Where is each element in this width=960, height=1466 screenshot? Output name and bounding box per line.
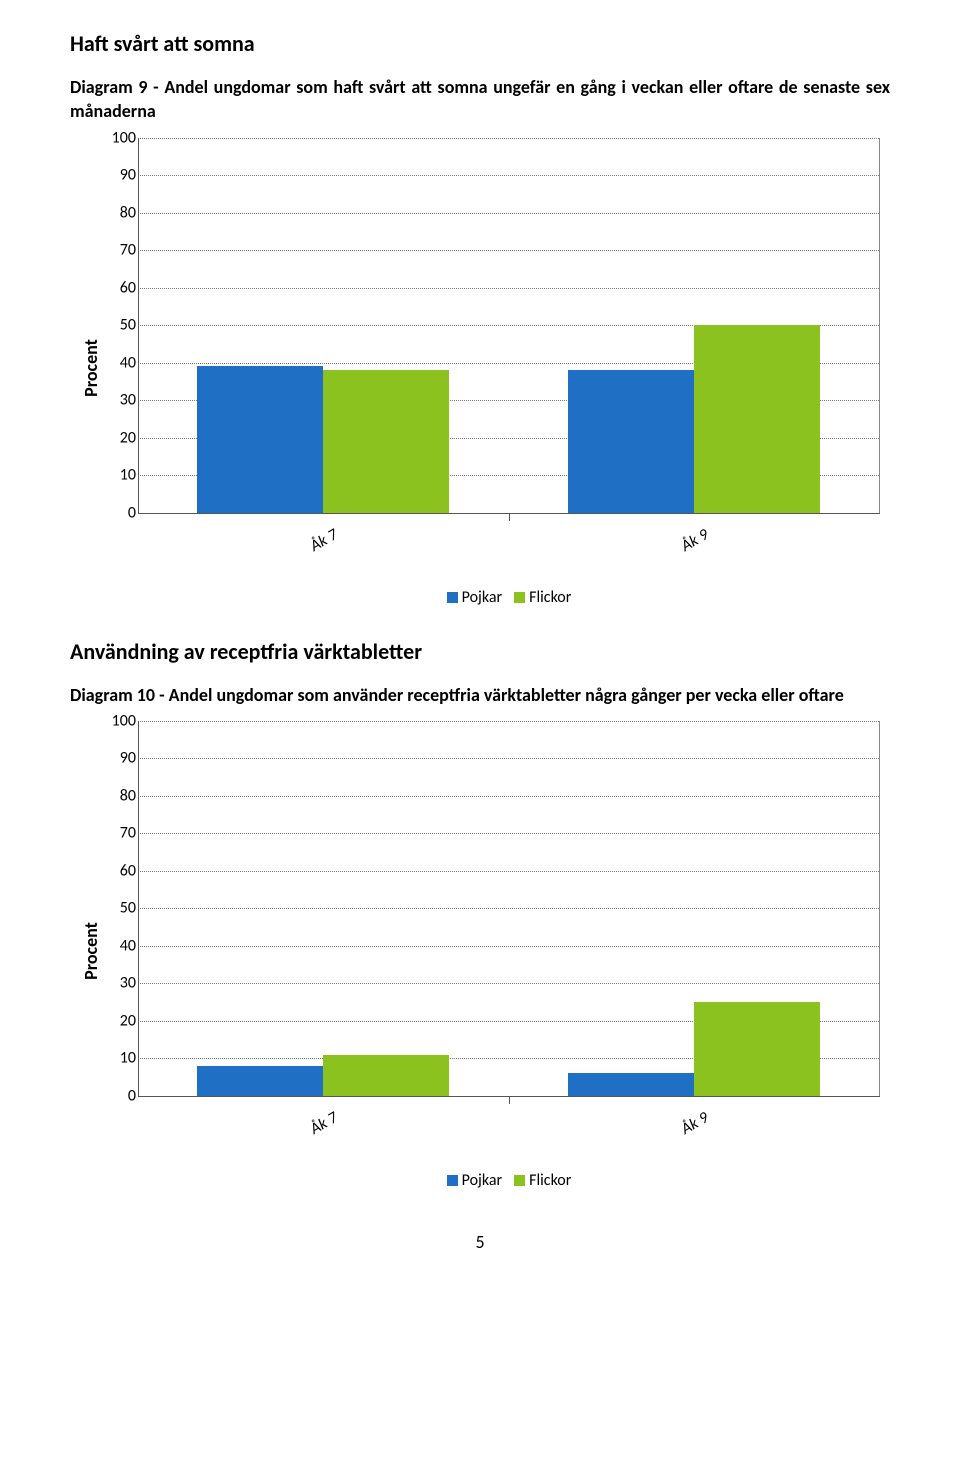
y-axis (138, 138, 139, 513)
gridline (138, 288, 879, 289)
page-number: 5 (70, 1231, 890, 1253)
ytick-label: 80 (110, 786, 136, 805)
ytick-label: 100 (110, 711, 136, 730)
legend-label: Pojkar (462, 588, 502, 607)
legend-item: Pojkar (447, 1171, 502, 1190)
ytick-label: 0 (110, 1086, 136, 1105)
bar-pojkar (568, 1073, 694, 1096)
gridline (138, 796, 879, 797)
xcat-label: Åk 9 (678, 525, 712, 556)
gridline (138, 175, 879, 176)
legend-label: Flickor (529, 588, 571, 607)
gridline (138, 983, 879, 984)
legend-item: Pojkar (447, 588, 502, 607)
y-axis (138, 721, 139, 1096)
legend-swatch (447, 1175, 458, 1186)
legend-label: Flickor (529, 1171, 571, 1190)
legend-swatch (514, 592, 525, 603)
ytick-label: 50 (110, 899, 136, 918)
gridline (138, 946, 879, 947)
x-mid-tick (509, 1096, 510, 1104)
ytick-label: 20 (110, 428, 136, 447)
legend-swatch (447, 592, 458, 603)
ytick-label: 80 (110, 203, 136, 222)
bar-flickor (323, 370, 449, 513)
ytick-label: 60 (110, 278, 136, 297)
bar-pojkar (568, 370, 694, 513)
gridline (138, 758, 879, 759)
plot-area (138, 138, 880, 513)
ytick-label: 10 (110, 1049, 136, 1068)
xcat-label: Åk 7 (307, 1108, 341, 1139)
xcat-label: Åk 7 (307, 525, 341, 556)
plot-area (138, 721, 880, 1096)
legend-item: Flickor (514, 1171, 571, 1190)
ytick-label: 90 (110, 749, 136, 768)
section2-title: Användning av receptfria värktabletter (70, 638, 890, 665)
ytick-label: 70 (110, 824, 136, 843)
gridline (138, 138, 879, 139)
chart-1: Procent 0 10 20 30 40 50 60 70 80 90 100 Åk 7 Åk 9 Po… (70, 128, 890, 608)
chart2-ylabel: Procent (80, 922, 102, 980)
legend-label: Pojkar (462, 1171, 502, 1190)
bar-flickor (694, 1002, 820, 1096)
legend: Pojkar Flickor (138, 1171, 880, 1191)
gridline (138, 908, 879, 909)
section1-title: Haft svårt att somna (70, 30, 890, 57)
bar-pojkar (197, 1066, 323, 1096)
ytick-label: 10 (110, 466, 136, 485)
ytick-label: 20 (110, 1011, 136, 1030)
ytick-label: 40 (110, 936, 136, 955)
ytick-label: 40 (110, 353, 136, 372)
ytick-label: 100 (110, 128, 136, 147)
ytick-label: 0 (110, 503, 136, 522)
gridline (138, 833, 879, 834)
ytick-label: 30 (110, 974, 136, 993)
chart1-ylabel: Procent (80, 339, 102, 397)
ytick-label: 30 (110, 391, 136, 410)
ytick-label: 50 (110, 316, 136, 335)
ytick-label: 90 (110, 166, 136, 185)
ytick-label: 70 (110, 241, 136, 260)
gridline (138, 871, 879, 872)
ytick-label: 60 (110, 861, 136, 880)
section2-description: Diagram 10 - Andel ungdomar som använder… (70, 683, 890, 707)
gridline (138, 250, 879, 251)
xcat-label: Åk 9 (678, 1108, 712, 1139)
legend: Pojkar Flickor (138, 588, 880, 608)
gridline (138, 213, 879, 214)
legend-swatch (514, 1175, 525, 1186)
bar-flickor (694, 325, 820, 513)
x-mid-tick (509, 513, 510, 521)
bar-pojkar (197, 366, 323, 512)
section1-description: Diagram 9 - Andel ungdomar som haft svår… (70, 75, 890, 124)
gridline (138, 721, 879, 722)
legend-item: Flickor (514, 588, 571, 607)
chart-2: Procent 0 10 20 30 40 50 60 70 80 90 100 Åk 7 Åk 9 Po… (70, 711, 890, 1191)
bar-flickor (323, 1055, 449, 1096)
